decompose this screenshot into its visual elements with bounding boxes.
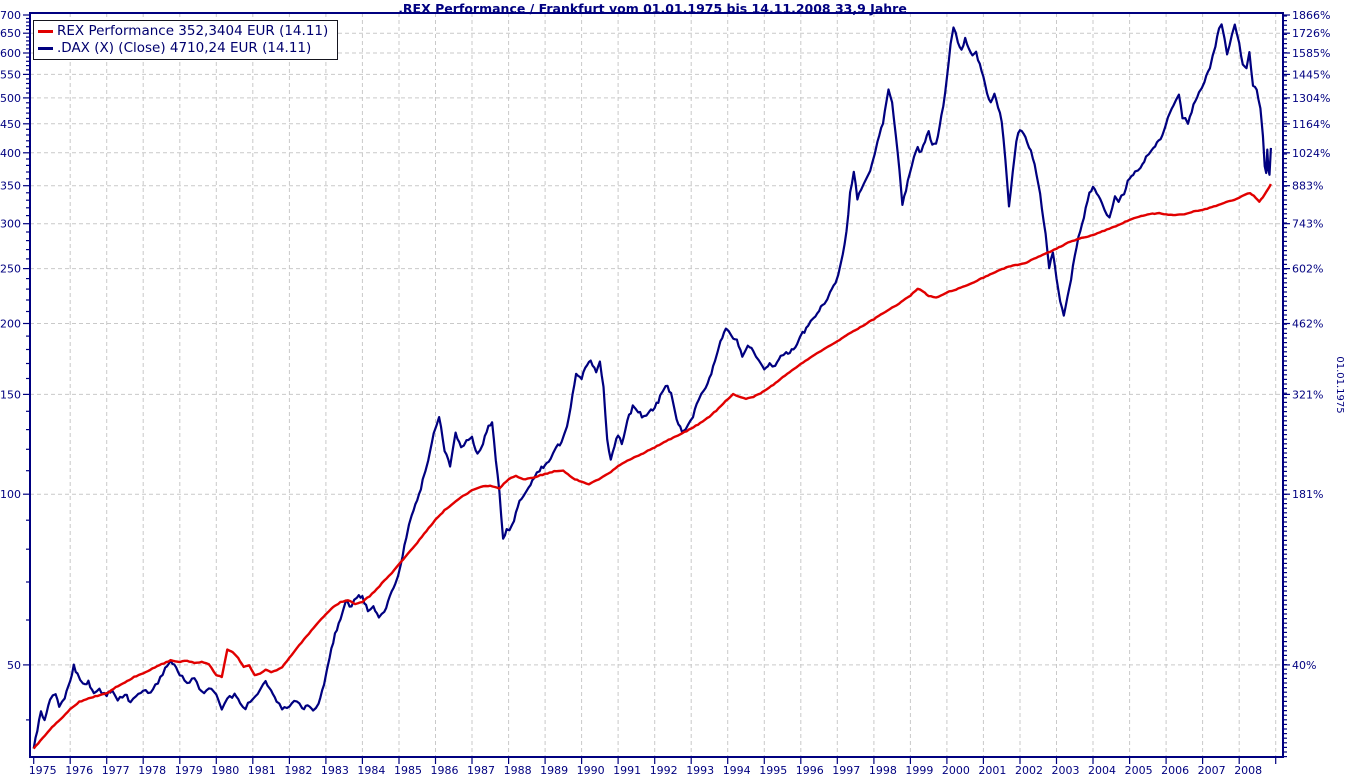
svg-text:602%: 602% bbox=[1292, 263, 1323, 276]
svg-text:1983: 1983 bbox=[321, 764, 349, 775]
rex-series-line bbox=[32, 183, 1272, 750]
svg-text:1985: 1985 bbox=[394, 764, 422, 775]
series-lines bbox=[32, 23, 1272, 750]
svg-text:450: 450 bbox=[0, 118, 21, 131]
svg-text:1989: 1989 bbox=[540, 764, 568, 775]
baseline-date-label: 01.01.1975 bbox=[1334, 356, 1345, 413]
svg-text:650: 650 bbox=[0, 27, 21, 40]
svg-text:100: 100 bbox=[0, 488, 21, 501]
svg-text:2005: 2005 bbox=[1125, 764, 1153, 775]
legend-box: REX Performance 352,3404 EUR (14.11) .DA… bbox=[33, 20, 339, 60]
svg-text:200: 200 bbox=[0, 318, 21, 331]
plot-area[interactable] bbox=[29, 12, 1284, 758]
svg-text:2008: 2008 bbox=[1234, 764, 1262, 775]
svg-text:50: 50 bbox=[7, 659, 21, 672]
svg-text:1996: 1996 bbox=[796, 764, 824, 775]
axis-labels: 50 100 150 200 250 300 350 400 450 500 550 600 650 70… bbox=[0, 9, 1345, 777]
svg-text:150: 150 bbox=[0, 388, 21, 401]
svg-text:1979: 1979 bbox=[175, 764, 203, 775]
dax-series-line bbox=[32, 23, 1272, 749]
svg-text:2003: 2003 bbox=[1052, 764, 1080, 775]
svg-text:1986: 1986 bbox=[431, 764, 459, 775]
svg-text:1998: 1998 bbox=[869, 764, 897, 775]
svg-text:1990: 1990 bbox=[577, 764, 605, 775]
svg-text:1987: 1987 bbox=[467, 764, 495, 775]
svg-text:883%: 883% bbox=[1292, 180, 1323, 193]
dax-line-swatch bbox=[38, 46, 53, 50]
svg-text:1995: 1995 bbox=[759, 764, 787, 775]
svg-text:350: 350 bbox=[0, 180, 21, 193]
svg-text:1304%: 1304% bbox=[1292, 92, 1330, 105]
svg-text:743%: 743% bbox=[1292, 218, 1323, 231]
svg-text:1982: 1982 bbox=[284, 764, 312, 775]
svg-text:1981: 1981 bbox=[248, 764, 276, 775]
svg-text:1978: 1978 bbox=[138, 764, 166, 775]
svg-text:1994: 1994 bbox=[723, 764, 751, 775]
svg-text:2000: 2000 bbox=[942, 764, 970, 775]
legend-label-dax: .DAX (X) (Close) 4710,24 EUR (14.11) bbox=[57, 40, 312, 56]
svg-text:2002: 2002 bbox=[1015, 764, 1043, 775]
svg-text:1445%: 1445% bbox=[1292, 68, 1330, 81]
svg-text:1975: 1975 bbox=[29, 764, 57, 775]
svg-text:2004: 2004 bbox=[1088, 764, 1116, 775]
axes bbox=[23, 14, 1290, 764]
svg-text:1991: 1991 bbox=[613, 764, 641, 775]
svg-text:2007: 2007 bbox=[1198, 764, 1226, 775]
svg-text:250: 250 bbox=[0, 263, 21, 276]
svg-text:1980: 1980 bbox=[211, 764, 239, 775]
svg-text:1585%: 1585% bbox=[1292, 47, 1330, 60]
chart-title: .REX Performance / Frankfurt vom 01.01.1… bbox=[398, 1, 907, 16]
svg-text:181%: 181% bbox=[1292, 488, 1323, 501]
svg-text:400: 400 bbox=[0, 147, 21, 160]
svg-text:321%: 321% bbox=[1292, 388, 1323, 401]
svg-text:700: 700 bbox=[0, 9, 21, 22]
svg-text:1866%: 1866% bbox=[1292, 9, 1330, 22]
svg-text:1977: 1977 bbox=[102, 764, 130, 775]
svg-text:550: 550 bbox=[0, 68, 21, 81]
svg-text:1726%: 1726% bbox=[1292, 27, 1330, 40]
svg-text:1024%: 1024% bbox=[1292, 147, 1330, 160]
svg-text:600: 600 bbox=[0, 47, 21, 60]
svg-text:1999: 1999 bbox=[905, 764, 933, 775]
svg-text:462%: 462% bbox=[1292, 318, 1323, 331]
svg-text:1984: 1984 bbox=[357, 764, 385, 775]
svg-text:300: 300 bbox=[0, 218, 21, 231]
rex-line-swatch bbox=[38, 29, 53, 33]
legend-item-rex: REX Performance 352,3404 EUR (14.11) bbox=[38, 23, 328, 39]
svg-text:40%: 40% bbox=[1292, 659, 1316, 672]
svg-text:2006: 2006 bbox=[1161, 764, 1189, 775]
svg-text:1988: 1988 bbox=[504, 764, 532, 775]
svg-text:1992: 1992 bbox=[650, 764, 678, 775]
gridlines bbox=[30, 13, 1283, 757]
legend-item-dax: .DAX (X) (Close) 4710,24 EUR (14.11) bbox=[38, 40, 328, 56]
svg-text:1997: 1997 bbox=[832, 764, 860, 775]
svg-text:1976: 1976 bbox=[65, 764, 93, 775]
svg-text:2001: 2001 bbox=[978, 764, 1006, 775]
svg-text:1993: 1993 bbox=[686, 764, 714, 775]
svg-text:1164%: 1164% bbox=[1292, 118, 1330, 131]
legend-label-rex: REX Performance 352,3404 EUR (14.11) bbox=[57, 23, 329, 39]
svg-text:500: 500 bbox=[0, 92, 21, 105]
